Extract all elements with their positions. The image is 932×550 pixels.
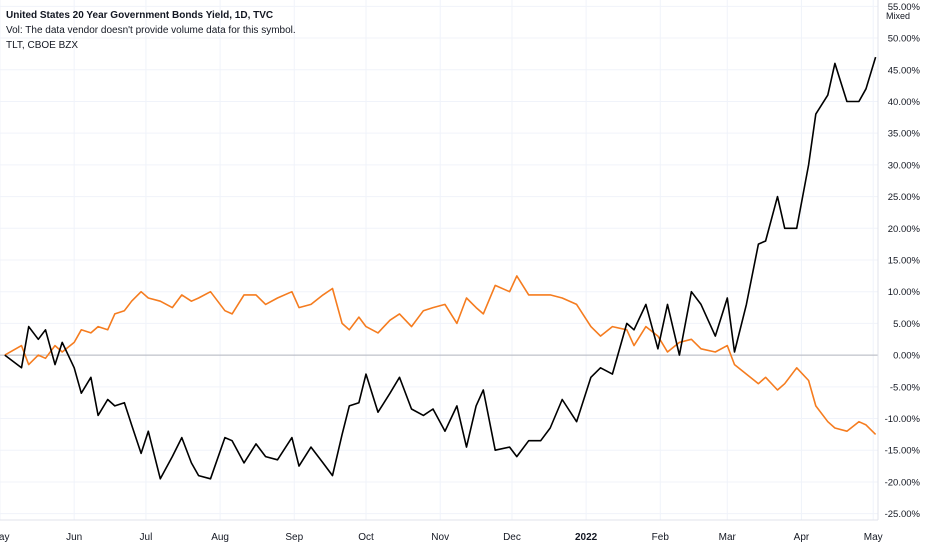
tlt-series-line[interactable] (4, 275, 877, 435)
y-tick-label: 40.00% (888, 97, 921, 108)
y-tick-label: 50.00% (888, 34, 921, 45)
y-tick-label: 20.00% (888, 224, 921, 235)
y-tick-label: -15.00% (885, 446, 921, 457)
time-axis[interactable]: May Jun Jul Aug Sep Oct Nov Dec 2022 Feb Mar Apr May (0, 532, 883, 543)
x-tick-label: Feb (652, 532, 670, 543)
series-lines (4, 56, 877, 480)
y-tick-label: -10.00% (885, 414, 921, 425)
y-tick-label: 0.00% (893, 351, 920, 362)
x-tick-label: Aug (211, 532, 229, 543)
y-tick-label: 30.00% (888, 160, 921, 171)
x-tick-label: Dec (503, 532, 521, 543)
y-tick-label: 55.00% (888, 2, 921, 13)
x-tick-label: May (0, 532, 9, 543)
y-tick-label: 10.00% (888, 287, 921, 298)
y-tick-label: 35.00% (888, 129, 921, 140)
x-tick-label: Nov (431, 532, 449, 543)
compare-symbol-label[interactable]: TLT, CBOE BZX (6, 40, 79, 51)
chart-legend: United States 20 Year Government Bonds Y… (6, 8, 296, 53)
x-tick-label: Sep (285, 532, 303, 543)
y-tick-label: 45.00% (888, 65, 921, 76)
y-tick-label: -25.00% (885, 509, 921, 520)
price-axis[interactable]: 55.00% 50.00% 45.00% 40.00% 35.00% 30.00% 25.0… (885, 2, 921, 520)
x-tick-label: Apr (794, 532, 810, 543)
y-tick-label: 15.00% (888, 256, 921, 267)
volume-note: Vol: The data vendor doesn't provide vol… (6, 25, 296, 36)
y-tick-label: -5.00% (890, 382, 921, 393)
scale-mode-label[interactable]: Mixed (886, 11, 910, 21)
x-tick-label: Jul (140, 532, 153, 543)
x-tick-label: Oct (358, 532, 374, 543)
x-tick-label: 2022 (575, 532, 598, 543)
y-tick-label: -20.00% (885, 477, 921, 488)
x-tick-label: Jun (66, 532, 82, 543)
y-tick-label: 25.00% (888, 192, 921, 203)
x-tick-label: May (864, 532, 883, 543)
x-tick-label: Mar (719, 532, 737, 543)
y-tick-label: 5.00% (893, 319, 920, 330)
yield-series-line[interactable] (4, 56, 877, 480)
symbol-title[interactable]: United States 20 Year Government Bonds Y… (6, 10, 274, 21)
